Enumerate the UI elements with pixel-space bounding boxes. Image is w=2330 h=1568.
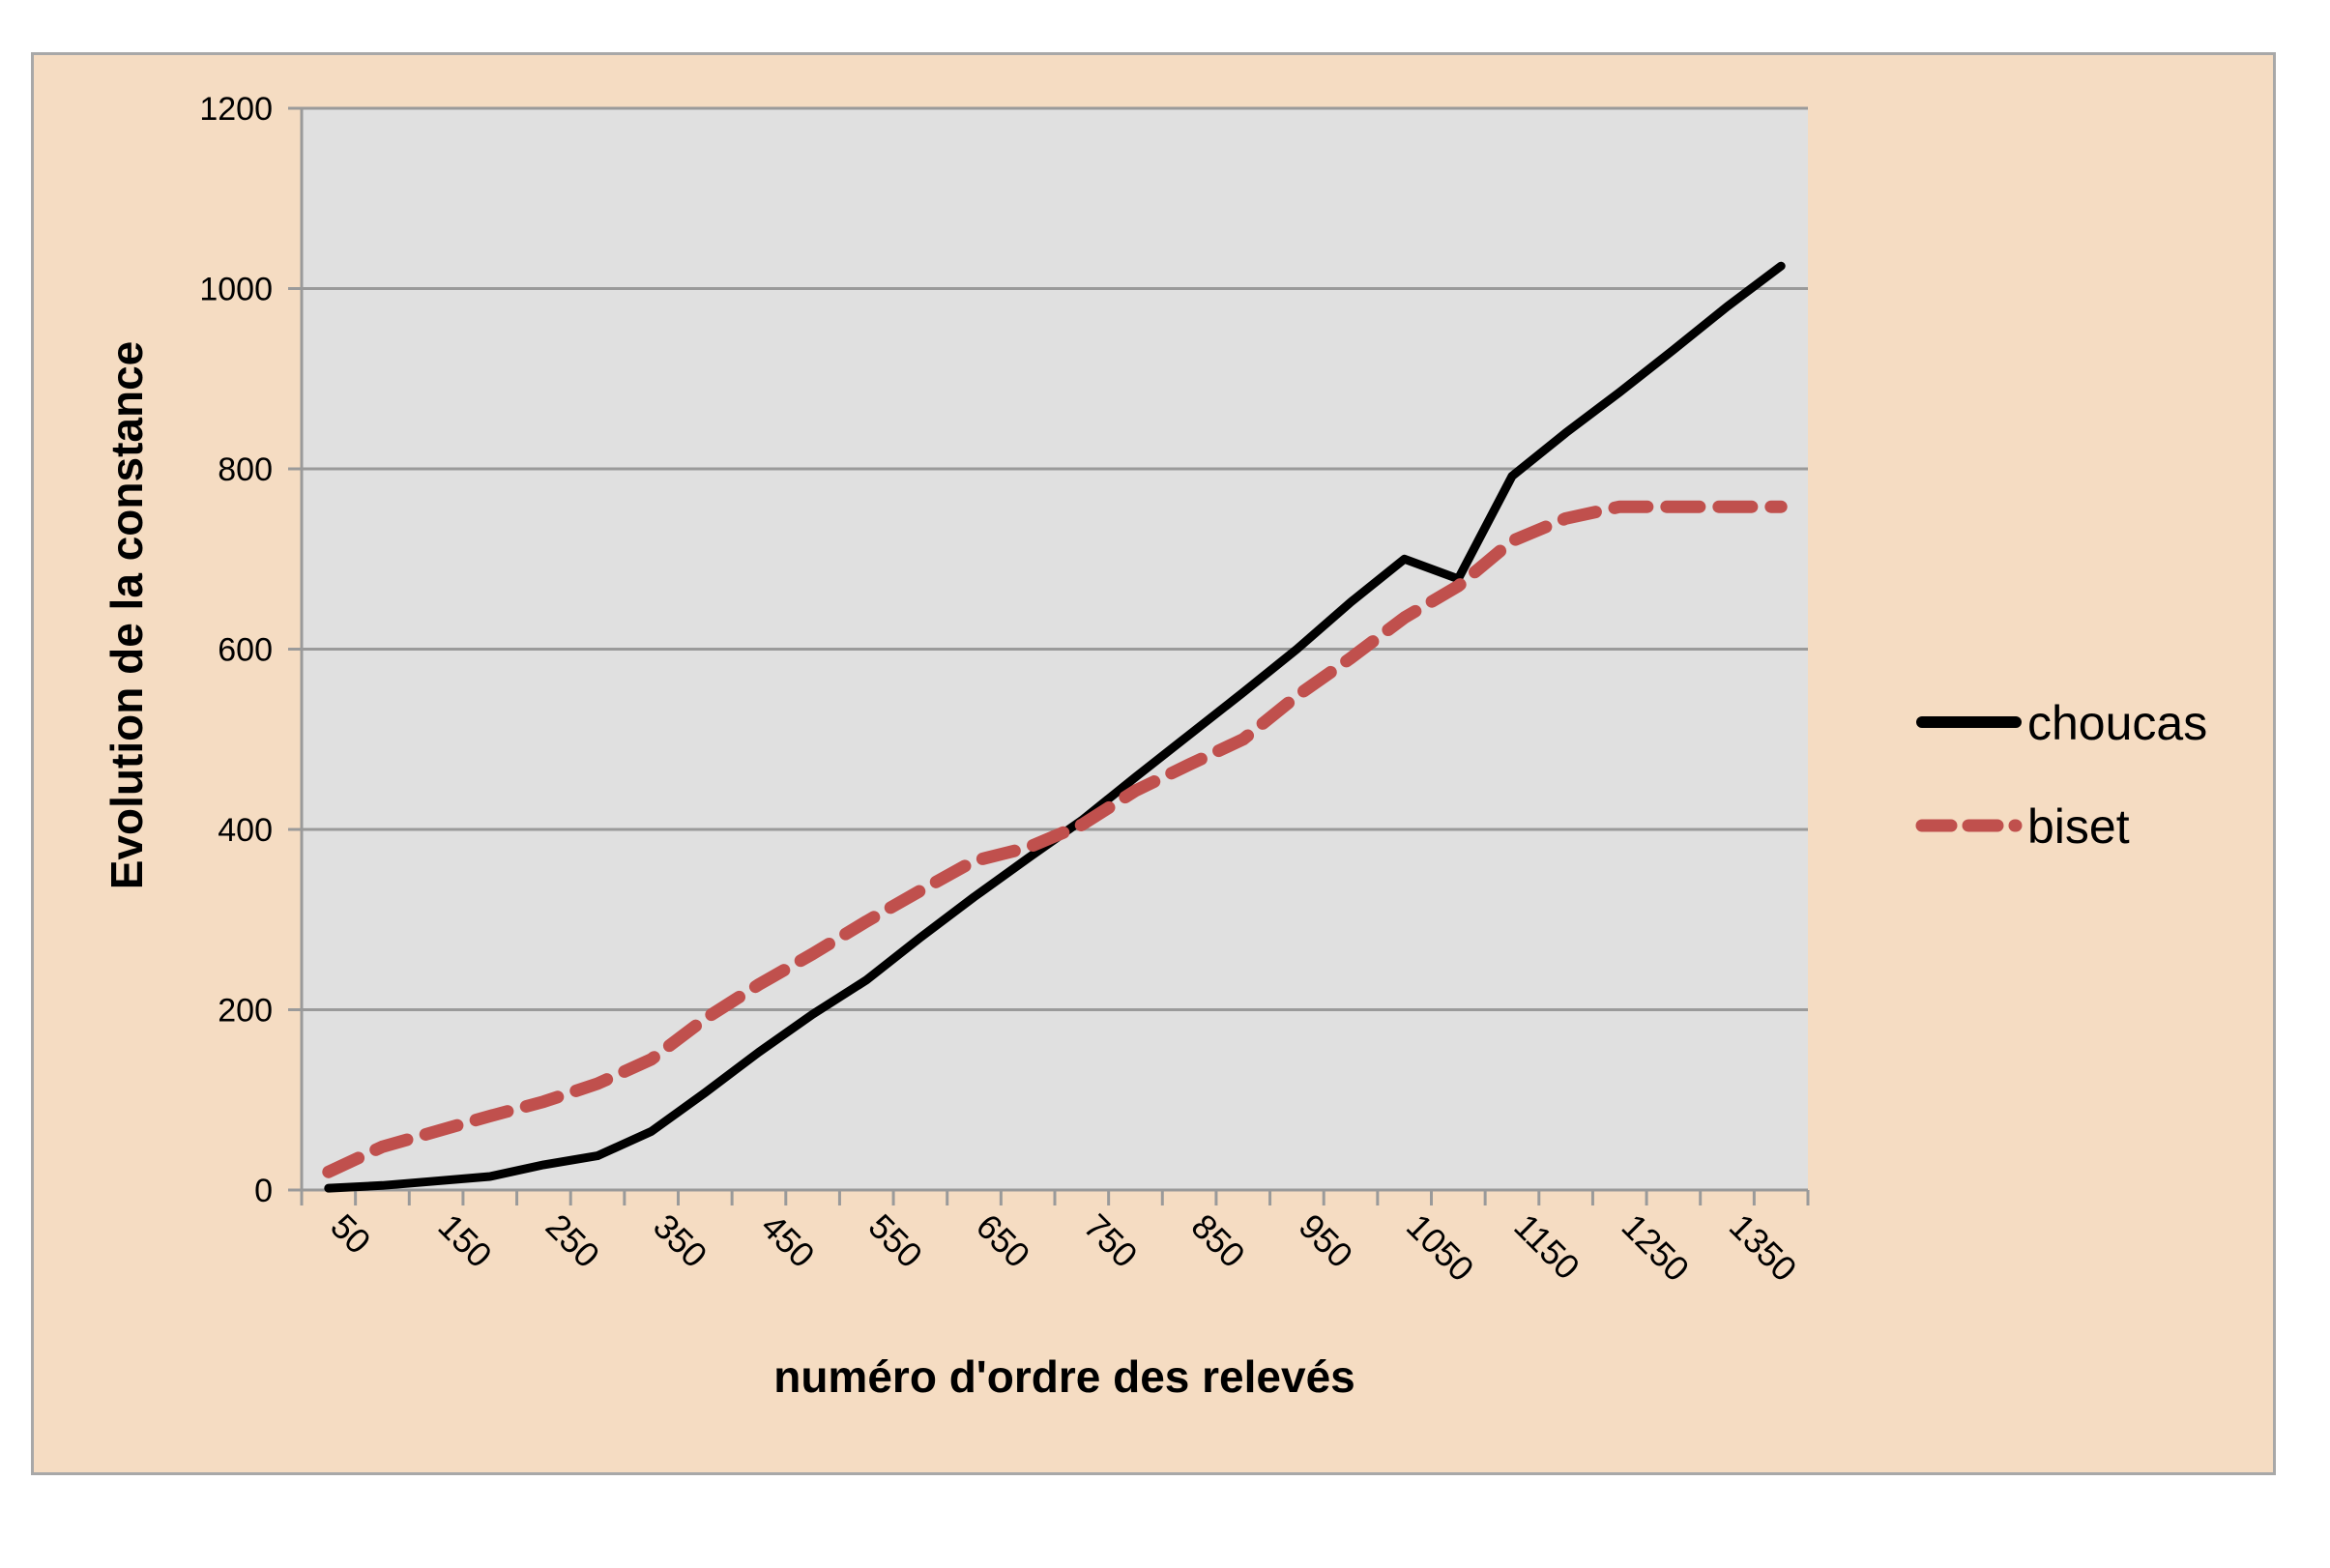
data-point-biset (431, 1126, 441, 1136)
data-point-choucas (485, 1172, 495, 1181)
data-point-choucas (700, 1088, 710, 1097)
chart-frame: 0 200 400 600 800 1000 1200 50 150 250 350 450 550 6… (31, 52, 2276, 1475)
data-point-biset (970, 857, 979, 866)
x-tick-label: 750 (1076, 1206, 1145, 1275)
data-point-choucas (1130, 772, 1140, 782)
data-point-choucas (916, 933, 925, 943)
data-point-choucas (377, 1180, 387, 1190)
legend-label-choucas: choucas (2027, 696, 2207, 750)
data-point-biset (1184, 760, 1194, 769)
data-point-choucas (1184, 730, 1194, 740)
x-tick-label: 850 (1183, 1206, 1252, 1275)
data-point-biset (1023, 843, 1033, 853)
data-point-choucas (1292, 645, 1301, 654)
data-point-biset (593, 1079, 602, 1089)
data-point-biset (808, 949, 818, 959)
data-point-biset (539, 1097, 548, 1107)
line-chart: 0 200 400 600 800 1000 1200 50 150 250 350 450 550 6… (102, 91, 2207, 1402)
data-point-biset (1615, 502, 1624, 511)
x-tick-label: 1050 (1399, 1206, 1482, 1290)
series-line-biset (322, 500, 1788, 1178)
y-tick-label: 200 (218, 993, 273, 1030)
data-point-choucas (647, 1126, 656, 1136)
data-point-choucas (1723, 302, 1733, 311)
data-point-choucas (593, 1151, 602, 1161)
gridlines (288, 106, 1808, 1192)
x-tick-label: 350 (646, 1206, 714, 1275)
series-lines (322, 261, 1788, 1193)
data-point-choucas (1507, 471, 1517, 480)
data-point-biset (1776, 502, 1786, 511)
data-point-biset (377, 1142, 387, 1151)
data-point-biset (1400, 613, 1410, 623)
data-point-biset (1723, 502, 1733, 511)
data-point-biset (324, 1167, 334, 1176)
x-tick-label: 950 (1292, 1206, 1360, 1275)
data-point-biset (1130, 786, 1140, 796)
y-tick-labels: 0 200 400 600 800 1000 1200 (199, 91, 273, 1209)
x-tick-label: 650 (969, 1206, 1037, 1275)
y-tick-label: 1200 (199, 91, 273, 128)
data-point-choucas (1346, 597, 1355, 607)
x-tick-labels: 50 150 250 350 450 550 650 750 850 950 1050 1150 125… (323, 1206, 1804, 1290)
data-point-biset (1077, 820, 1087, 829)
data-point-biset (1238, 735, 1248, 744)
data-point-biset (485, 1112, 495, 1121)
data-point-biset (700, 1014, 710, 1024)
data-point-biset (1669, 502, 1678, 511)
x-tick-label: 50 (323, 1206, 378, 1262)
legend-label-biset: biset (2027, 799, 2130, 854)
y-tick-label: 800 (218, 451, 273, 488)
data-point-choucas (1561, 428, 1571, 438)
data-point-choucas (1400, 554, 1410, 564)
data-point-biset (754, 979, 764, 989)
data-point-choucas (1776, 261, 1786, 271)
data-point-biset (1346, 653, 1355, 663)
y-tick-label: 400 (218, 812, 273, 849)
data-point-choucas (808, 1009, 818, 1019)
legend: choucas biset (1915, 696, 2207, 854)
data-point-choucas (539, 1160, 548, 1170)
x-tick-label: 150 (430, 1206, 499, 1275)
data-point-choucas (754, 1047, 764, 1057)
x-tick-label: 450 (753, 1206, 822, 1275)
data-point-choucas (1669, 345, 1678, 355)
data-point-biset (1507, 537, 1517, 546)
data-point-choucas (1615, 388, 1624, 397)
data-point-biset (1292, 691, 1301, 701)
x-tick-label: 1350 (1722, 1206, 1805, 1290)
y-tick-label: 0 (254, 1173, 273, 1209)
x-tick-label: 1250 (1615, 1206, 1698, 1290)
data-point-biset (916, 886, 925, 895)
data-point-choucas (861, 975, 871, 985)
x-tick-label: 550 (861, 1206, 930, 1275)
data-point-choucas (431, 1176, 441, 1186)
data-point-biset (647, 1055, 656, 1064)
data-point-choucas (1238, 687, 1248, 697)
data-point-biset (1453, 581, 1463, 591)
data-point-choucas (970, 892, 979, 902)
x-tick-label: 1150 (1506, 1206, 1587, 1288)
data-point-choucas (324, 1183, 334, 1193)
axes (300, 108, 1810, 1205)
y-tick-label: 1000 (199, 272, 273, 308)
data-point-biset (861, 916, 871, 926)
data-point-biset (1561, 513, 1571, 523)
y-axis-title: Evolution de la constance (102, 341, 152, 889)
x-tick-label: 250 (539, 1206, 607, 1275)
data-point-choucas (1023, 854, 1033, 863)
y-tick-label: 600 (218, 632, 273, 669)
x-axis-title: numéro d'ordre des relevés (773, 1351, 1355, 1402)
